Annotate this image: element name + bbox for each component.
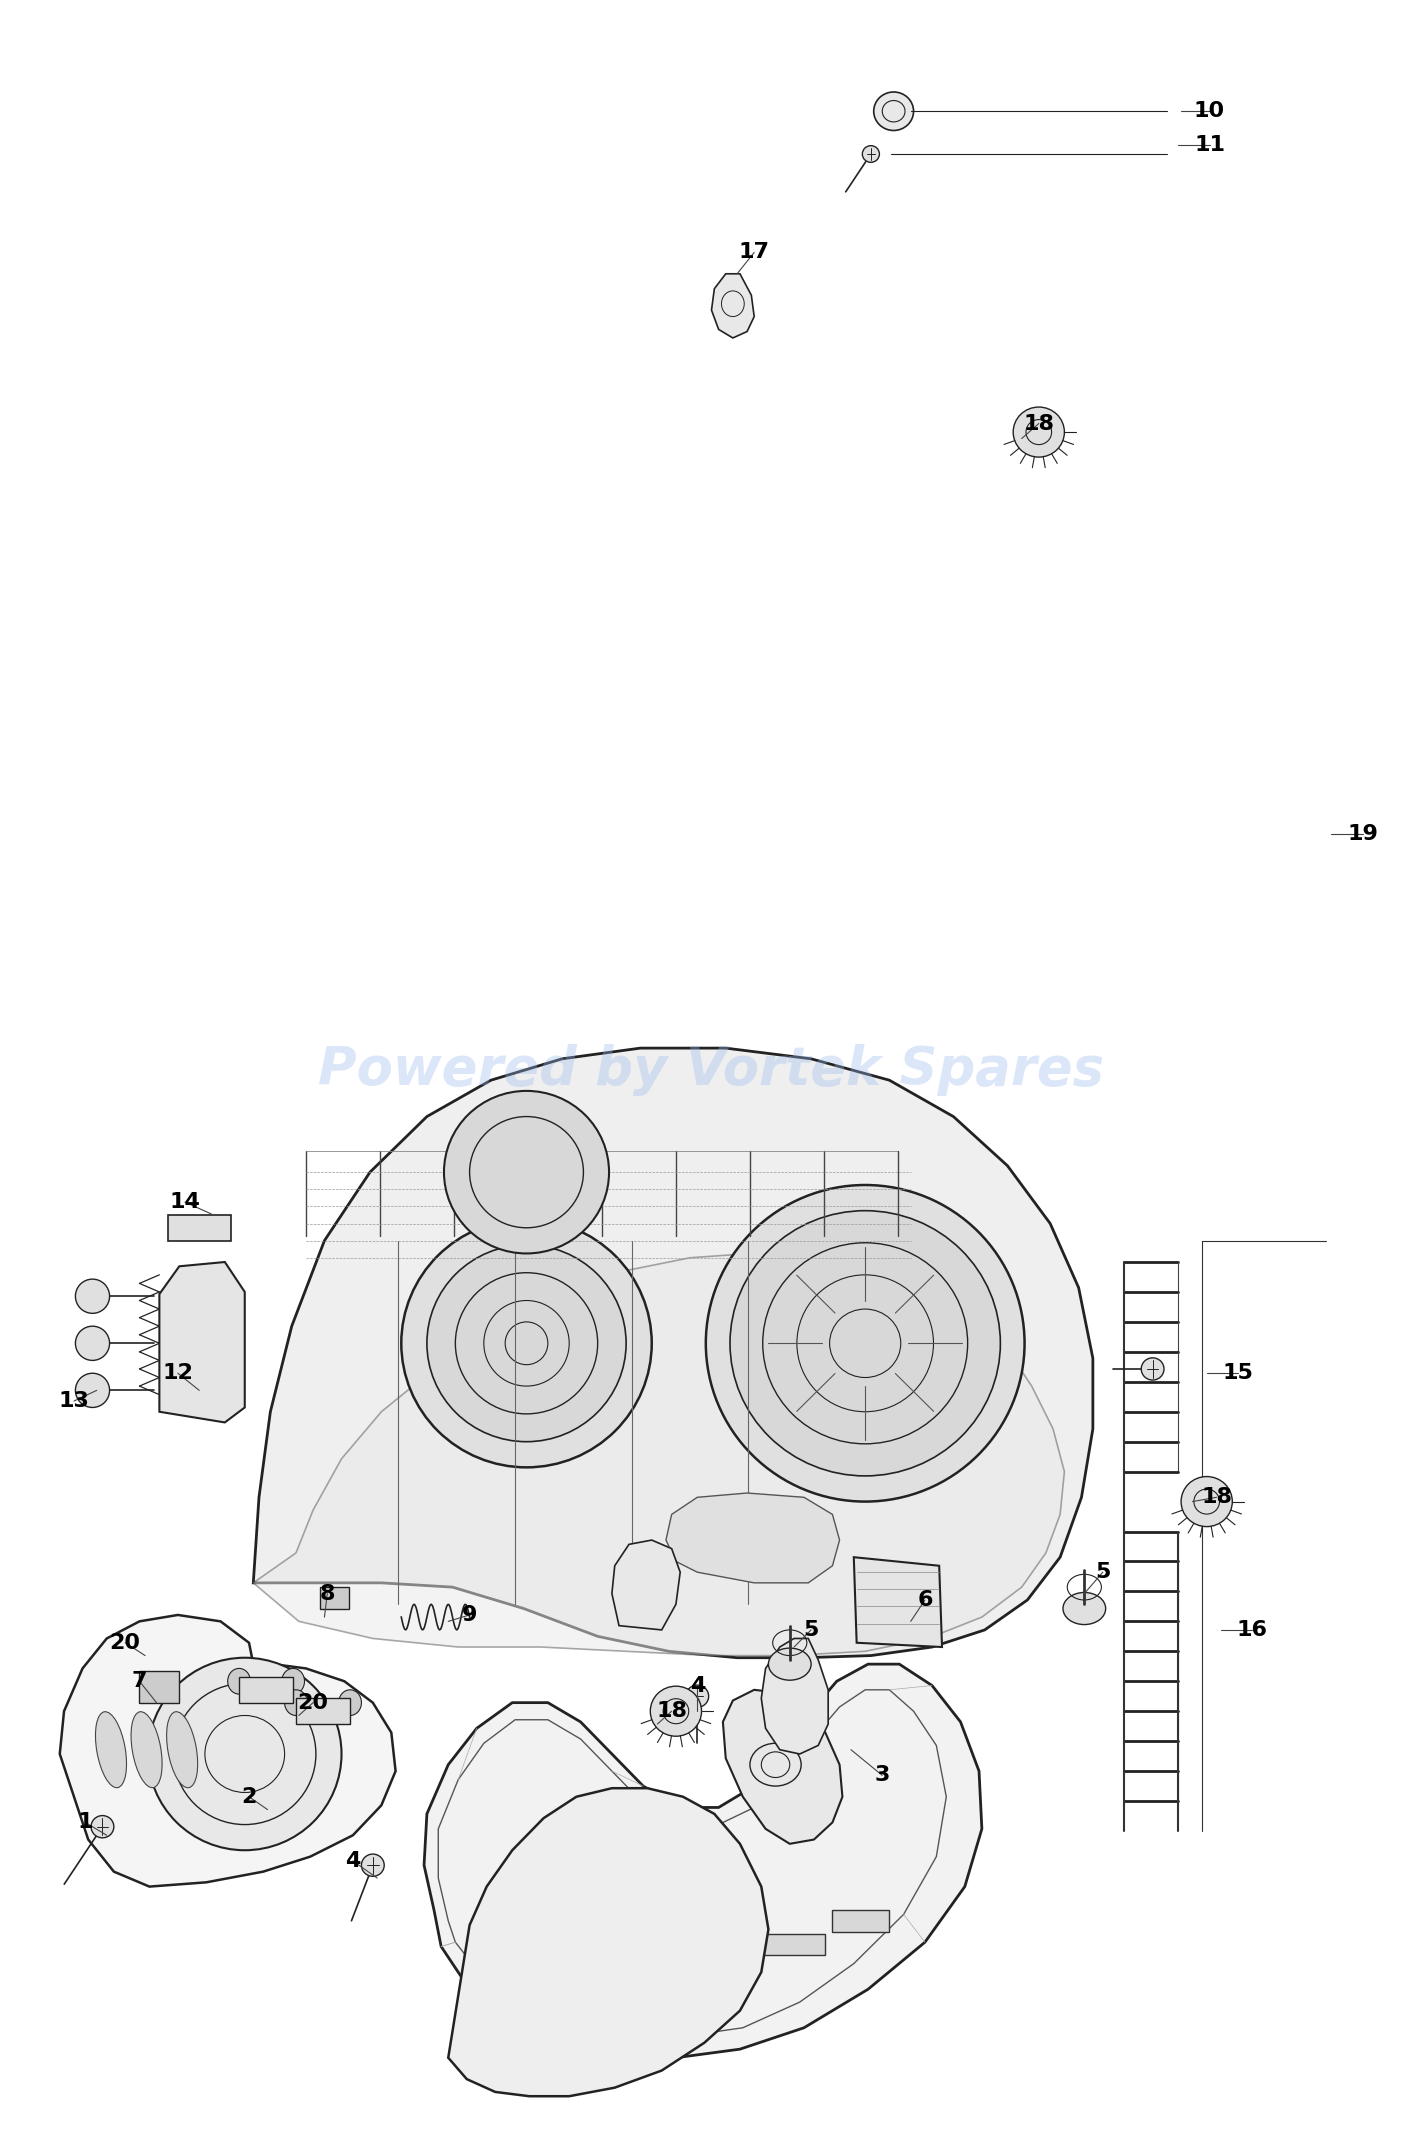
Polygon shape <box>253 1253 1064 1656</box>
Text: 18: 18 <box>1201 1487 1232 1508</box>
Ellipse shape <box>361 1855 384 1876</box>
Ellipse shape <box>401 1219 652 1467</box>
Ellipse shape <box>730 1211 1000 1476</box>
Polygon shape <box>527 1917 595 1938</box>
Text: 16: 16 <box>1237 1619 1268 1641</box>
Polygon shape <box>159 1262 245 1422</box>
Polygon shape <box>168 1215 231 1241</box>
Ellipse shape <box>282 1668 305 1694</box>
Ellipse shape <box>1141 1358 1164 1380</box>
Polygon shape <box>612 1540 680 1630</box>
Bar <box>296 1698 350 1724</box>
Text: 13: 13 <box>58 1390 90 1412</box>
Bar <box>320 1587 349 1609</box>
Ellipse shape <box>228 1668 250 1694</box>
Text: 7: 7 <box>132 1671 147 1692</box>
Text: 11: 11 <box>1194 135 1225 156</box>
Ellipse shape <box>285 1690 307 1715</box>
Text: 4: 4 <box>690 1675 704 1696</box>
Ellipse shape <box>1013 406 1064 458</box>
Text: Powered by Vortek Spares: Powered by Vortek Spares <box>319 1044 1104 1095</box>
Ellipse shape <box>874 92 914 130</box>
Polygon shape <box>761 1638 828 1754</box>
Polygon shape <box>253 1048 1093 1658</box>
Text: 5: 5 <box>804 1619 818 1641</box>
Text: 9: 9 <box>462 1604 477 1626</box>
Text: 18: 18 <box>656 1701 687 1722</box>
Text: 15: 15 <box>1222 1363 1254 1384</box>
Text: 12: 12 <box>162 1363 194 1384</box>
Text: 10: 10 <box>1194 101 1225 122</box>
Ellipse shape <box>686 1686 709 1707</box>
Polygon shape <box>424 1664 982 2058</box>
Ellipse shape <box>75 1373 110 1407</box>
Ellipse shape <box>339 1690 361 1715</box>
Polygon shape <box>683 1942 751 1964</box>
Polygon shape <box>761 1934 825 1955</box>
Ellipse shape <box>862 145 879 163</box>
Polygon shape <box>60 1615 396 1887</box>
Polygon shape <box>854 1557 942 1647</box>
Text: 5: 5 <box>1096 1561 1110 1583</box>
Bar <box>139 1671 179 1703</box>
Text: 18: 18 <box>1023 413 1054 434</box>
Text: 20: 20 <box>110 1632 141 1653</box>
Ellipse shape <box>1181 1476 1232 1527</box>
Polygon shape <box>723 1690 842 1844</box>
Text: 8: 8 <box>320 1583 334 1604</box>
Ellipse shape <box>1063 1591 1106 1626</box>
Polygon shape <box>605 1934 673 1955</box>
Polygon shape <box>832 1910 889 1932</box>
Ellipse shape <box>148 1658 342 1850</box>
Ellipse shape <box>95 1711 127 1788</box>
Text: 14: 14 <box>169 1191 201 1213</box>
Ellipse shape <box>650 1686 702 1737</box>
Ellipse shape <box>75 1279 110 1313</box>
Polygon shape <box>448 1788 768 2096</box>
Polygon shape <box>666 1493 840 1583</box>
Ellipse shape <box>768 1647 811 1681</box>
Text: 19: 19 <box>1348 824 1379 845</box>
Ellipse shape <box>75 1326 110 1360</box>
Ellipse shape <box>427 1245 626 1442</box>
Text: 1: 1 <box>78 1812 92 1833</box>
Ellipse shape <box>444 1091 609 1253</box>
Text: 6: 6 <box>918 1589 932 1611</box>
Polygon shape <box>712 274 754 338</box>
Ellipse shape <box>131 1711 162 1788</box>
Ellipse shape <box>166 1711 198 1788</box>
Text: 3: 3 <box>875 1765 889 1786</box>
Bar <box>239 1677 293 1703</box>
Ellipse shape <box>706 1185 1025 1502</box>
Text: 20: 20 <box>297 1692 329 1713</box>
Text: 17: 17 <box>739 242 770 263</box>
Ellipse shape <box>91 1816 114 1837</box>
Text: 2: 2 <box>242 1786 256 1807</box>
Text: 4: 4 <box>346 1850 360 1872</box>
